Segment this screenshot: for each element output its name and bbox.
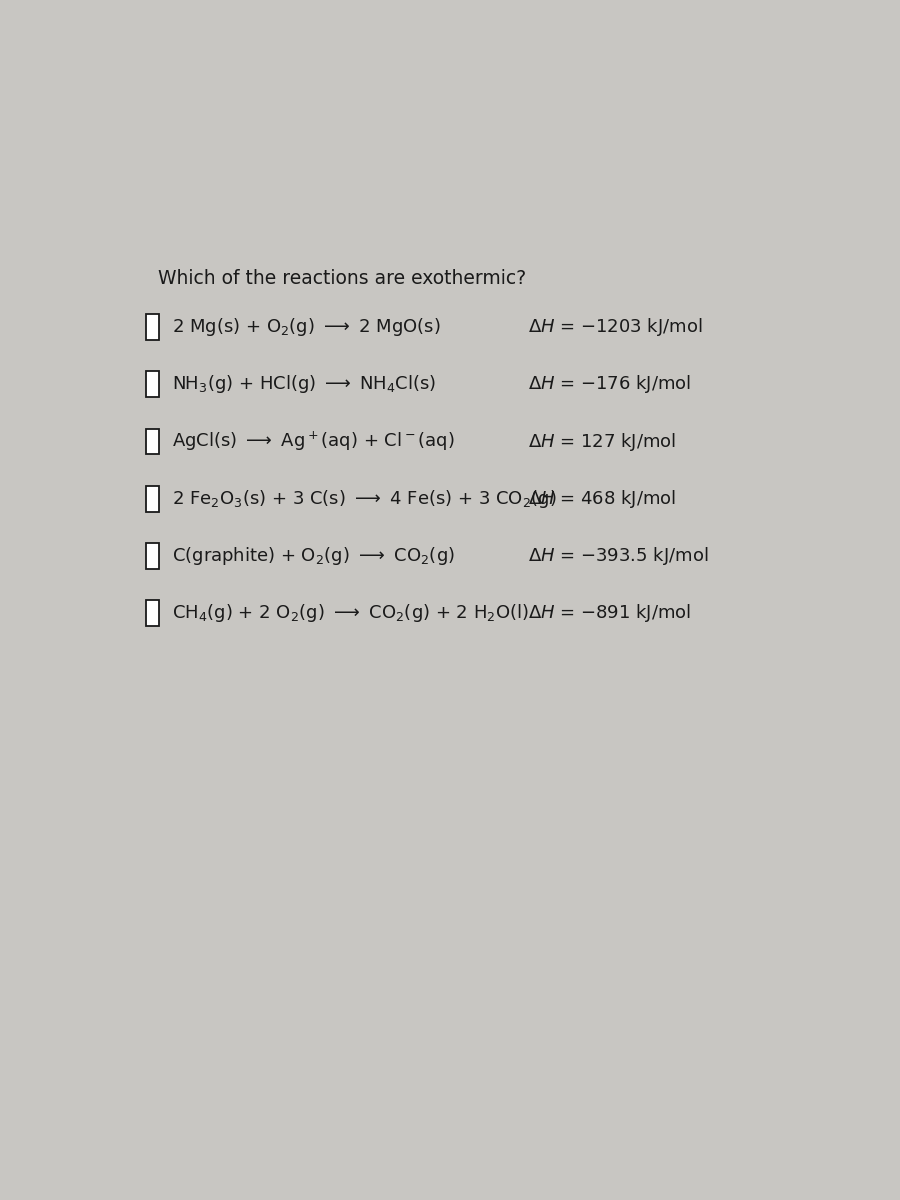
Text: 2 Fe$_2$O$_3$(s) + 3 C(s) $\longrightarrow$ 4 Fe(s) + 3 CO$_2$(g): 2 Fe$_2$O$_3$(s) + 3 C(s) $\longrightarr… (172, 488, 556, 510)
Text: CH$_4$(g) + 2 O$_2$(g) $\longrightarrow$ CO$_2$(g) + 2 H$_2$O(l): CH$_4$(g) + 2 O$_2$(g) $\longrightarrow$… (172, 602, 529, 624)
Bar (146, 486, 158, 511)
Text: C(graphite) + O$_2$(g) $\longrightarrow$ CO$_2$(g): C(graphite) + O$_2$(g) $\longrightarrow$… (172, 545, 454, 568)
Text: $\Delta H$ = 468 kJ/mol: $\Delta H$ = 468 kJ/mol (527, 488, 676, 510)
Bar (146, 428, 158, 455)
Text: $\Delta H$ = −393.5 kJ/mol: $\Delta H$ = −393.5 kJ/mol (527, 545, 708, 568)
Text: Which of the reactions are exothermic?: Which of the reactions are exothermic? (158, 269, 526, 288)
Text: $\Delta H$ = −1203 kJ/mol: $\Delta H$ = −1203 kJ/mol (527, 316, 702, 338)
Text: NH$_3$(g) + HCl(g) $\longrightarrow$ NH$_4$Cl(s): NH$_3$(g) + HCl(g) $\longrightarrow$ NH$… (172, 373, 436, 395)
Text: $\Delta H$ = −891 kJ/mol: $\Delta H$ = −891 kJ/mol (527, 602, 691, 624)
Text: $\Delta H$ = 127 kJ/mol: $\Delta H$ = 127 kJ/mol (527, 431, 676, 452)
Bar (146, 314, 158, 340)
Text: 2 Mg(s) + O$_2$(g) $\longrightarrow$ 2 MgO(s): 2 Mg(s) + O$_2$(g) $\longrightarrow$ 2 M… (172, 316, 441, 338)
Bar (146, 371, 158, 397)
Bar (146, 544, 158, 569)
Text: AgCl(s) $\longrightarrow$ Ag$^+$(aq) + Cl$^-$(aq): AgCl(s) $\longrightarrow$ Ag$^+$(aq) + C… (172, 430, 454, 454)
Bar (146, 600, 158, 626)
Text: $\Delta H$ = −176 kJ/mol: $\Delta H$ = −176 kJ/mol (527, 373, 691, 395)
